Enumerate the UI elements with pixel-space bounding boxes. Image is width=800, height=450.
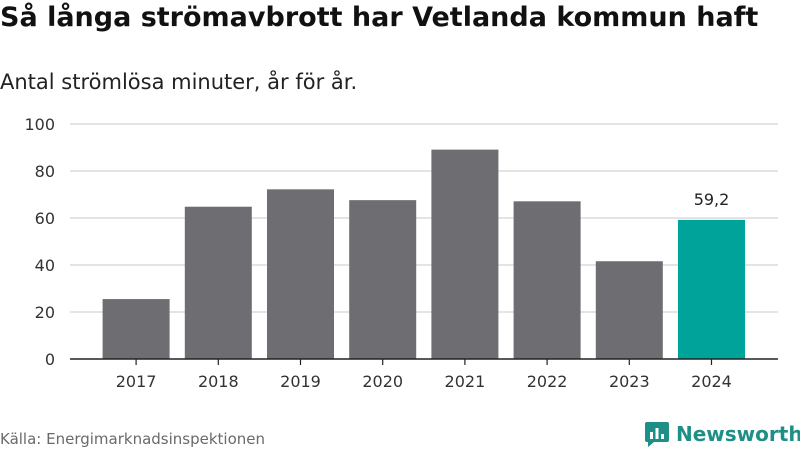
- brand-name: Newsworthy: [676, 422, 800, 446]
- bar-2024: [678, 219, 745, 359]
- bar-2018: [184, 206, 252, 359]
- chart-title: Så långa strömavbrott har Vetlanda kommu…: [0, 2, 759, 33]
- source-note: Källa: Energimarknadsinspektionen: [0, 430, 266, 448]
- x-tick-label: 2024: [691, 372, 732, 391]
- y-tick-label: 0: [45, 350, 55, 369]
- y-tick-label: 60: [35, 209, 55, 228]
- x-tick-label: 2019: [280, 372, 321, 391]
- brand-logo: Newsworthy: [644, 420, 800, 448]
- data-label: 59,2: [694, 190, 730, 209]
- bar-chart-bubble-icon: [645, 422, 669, 447]
- bar-2023: [595, 261, 663, 359]
- y-tick-label: 80: [35, 162, 55, 181]
- bar-2019: [267, 189, 334, 359]
- bar-2020: [349, 200, 417, 359]
- chart-subtitle: Antal strömlösa minuter, år för år.: [0, 70, 358, 94]
- y-tick-label: 20: [35, 303, 55, 322]
- x-tick-label: 2017: [116, 372, 157, 391]
- bar-2022: [513, 201, 581, 359]
- x-tick-label: 2021: [445, 372, 486, 391]
- x-tick-label: 2018: [198, 372, 239, 391]
- x-tick-label: 2020: [362, 372, 403, 391]
- y-tick-label: 100: [24, 115, 55, 134]
- bar-2017: [102, 299, 170, 359]
- y-tick-label: 40: [35, 256, 55, 275]
- bar-2021: [431, 149, 499, 359]
- x-tick-label: 2022: [527, 372, 568, 391]
- x-tick-label: 2023: [609, 372, 650, 391]
